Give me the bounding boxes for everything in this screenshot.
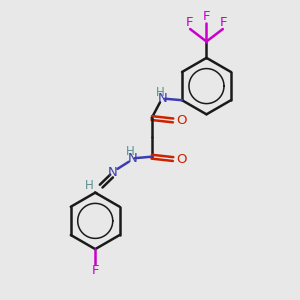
Text: H: H	[126, 145, 135, 158]
Text: H: H	[85, 179, 94, 192]
Text: F: F	[203, 10, 210, 23]
Text: F: F	[92, 264, 99, 277]
Text: O: O	[176, 114, 187, 127]
Text: N: N	[108, 166, 117, 179]
Text: F: F	[186, 16, 193, 29]
Text: N: N	[128, 152, 138, 165]
Text: N: N	[158, 92, 168, 105]
Text: F: F	[220, 16, 227, 29]
Text: O: O	[176, 153, 187, 166]
Text: H: H	[156, 86, 165, 99]
